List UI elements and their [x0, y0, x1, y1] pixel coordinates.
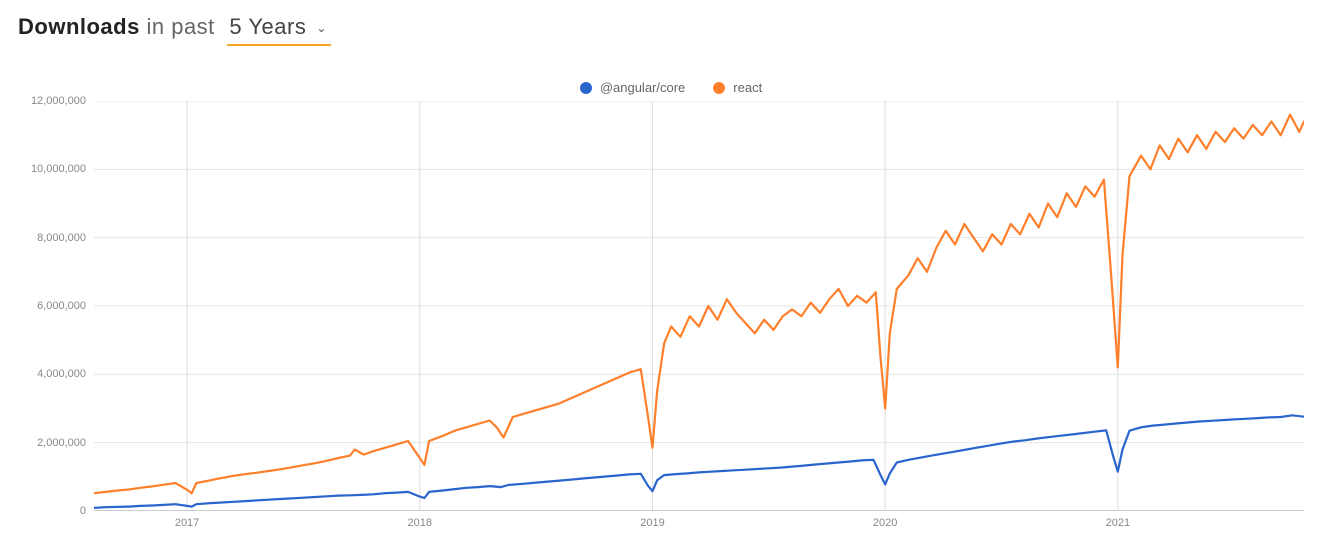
y-tick-label: 10,000,000: [16, 163, 86, 175]
y-tick-label: 6,000,000: [16, 300, 86, 312]
legend-swatch-icon: [580, 82, 592, 94]
y-tick-label: 4,000,000: [16, 368, 86, 380]
legend-label: react: [733, 80, 762, 95]
title-bold: Downloads: [18, 14, 140, 39]
legend-label: @angular/core: [600, 80, 685, 95]
downloads-line-chart: 0 2,000,000 4,000,000 6,000,000 8,000,000 10,…: [16, 101, 1314, 533]
period-dropdown[interactable]: 5 Years ⌄: [227, 14, 330, 46]
series-react: [94, 115, 1304, 494]
x-axis-labels: 2017 2018 2019 2020 2021: [94, 511, 1304, 533]
legend-item[interactable]: @angular/core: [580, 80, 685, 95]
legend-swatch-icon: [713, 82, 725, 94]
series-angular_core: [94, 415, 1304, 508]
y-tick-label: 2,000,000: [16, 437, 86, 449]
x-tick-label: 2021: [1106, 517, 1130, 529]
x-tick-label: 2020: [873, 517, 897, 529]
y-axis-labels: 02,000,0004,000,0006,000,0008,000,00010,…: [16, 101, 86, 511]
x-tick-label: 2019: [640, 517, 664, 529]
title-light: in past: [146, 14, 214, 39]
x-tick-label: 2017: [175, 517, 199, 529]
chart-header: Downloads in past 5 Years ⌄: [0, 0, 1342, 46]
y-tick-label: 12,000,000: [16, 95, 86, 107]
chart-legend: @angular/core react: [0, 80, 1342, 95]
period-value: 5 Years: [229, 14, 306, 40]
chevron-down-icon: ⌄: [316, 21, 327, 35]
x-tick-label: 2018: [408, 517, 432, 529]
y-tick-label: 0: [16, 505, 86, 517]
y-tick-label: 8,000,000: [16, 232, 86, 244]
chart-plot-area: [94, 101, 1304, 511]
legend-item[interactable]: react: [713, 80, 762, 95]
